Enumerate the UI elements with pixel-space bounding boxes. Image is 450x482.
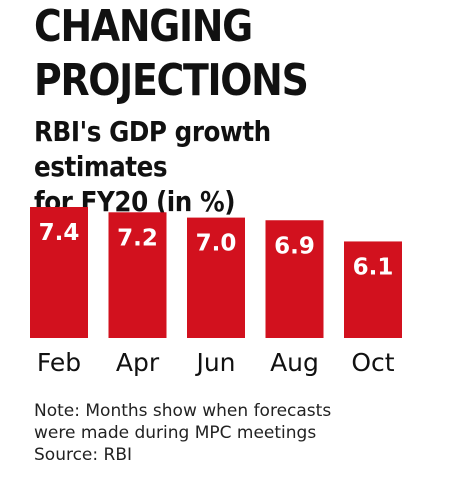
bar-value-label: 7.4 xyxy=(39,220,80,246)
x-tick-label: Jun xyxy=(194,348,235,377)
x-tick-label: Apr xyxy=(116,348,160,377)
bar-value-label: 6.9 xyxy=(274,233,315,259)
chart-note: Note: Months show when forecasts were ma… xyxy=(34,400,331,444)
bar-value-label: 7.0 xyxy=(196,231,237,257)
bar-chart: 7.4 Feb 7.2 Apr 7.0 Jun 6.9 Aug 6.1 Oct xyxy=(0,0,450,400)
chart-source: Source: RBI xyxy=(34,444,132,466)
x-tick-label: Oct xyxy=(351,348,394,377)
x-tick-label: Feb xyxy=(37,348,81,377)
bar-value-label: 6.1 xyxy=(353,254,394,280)
x-tick-label: Aug xyxy=(270,348,319,377)
bar-value-label: 7.2 xyxy=(117,225,158,251)
